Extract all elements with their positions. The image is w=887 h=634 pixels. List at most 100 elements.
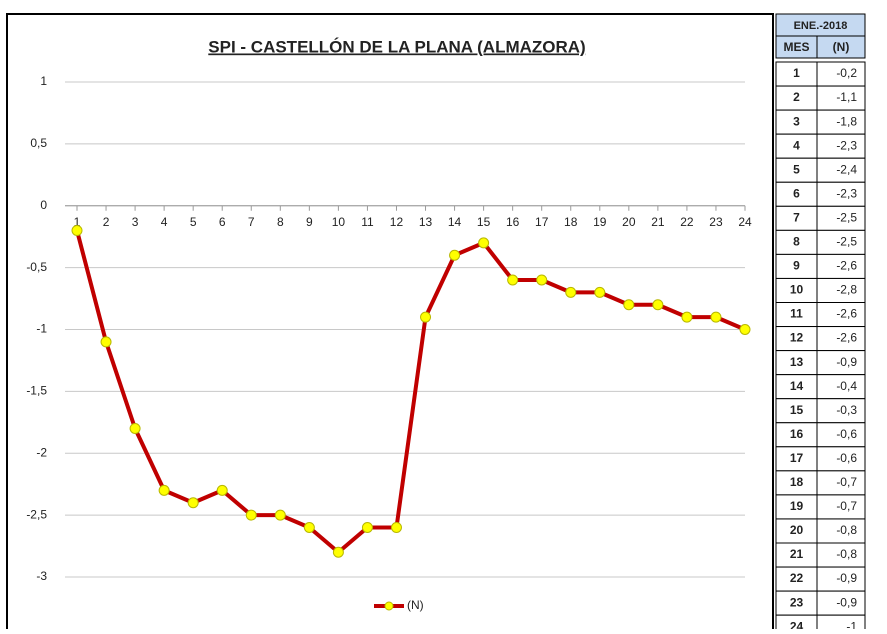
cell-month: 24 <box>790 619 804 629</box>
cell-value: -0,9 <box>836 355 857 369</box>
x-tick-label: 12 <box>390 215 404 229</box>
x-tick-label: 3 <box>132 215 139 229</box>
x-tick-label: 5 <box>190 215 197 229</box>
table: ENE.-2018 MES (N) 1 -0,2 2 -1,1 3 -1,8 4 -2,3 5 -2,4… <box>775 13 866 634</box>
y-tick-label: 0,5 <box>30 136 47 150</box>
table-cell <box>775 229 818 255</box>
cell-value: -2,6 <box>836 307 857 321</box>
cell-value: -2,6 <box>836 259 857 273</box>
table-cell <box>816 350 866 376</box>
x-tick-label: 1 <box>74 215 81 229</box>
marker <box>507 274 519 286</box>
cell-month: 17 <box>790 451 804 465</box>
table-cell <box>816 133 866 159</box>
table-cell <box>816 422 866 448</box>
table-cell <box>816 181 866 207</box>
cell-month: 7 <box>793 210 800 224</box>
cell-month: 14 <box>790 379 804 393</box>
y-tick-label: -1,5 <box>26 384 47 398</box>
cell-month: 21 <box>790 547 804 561</box>
cell-month: 12 <box>790 331 804 345</box>
cell-value: -0,4 <box>836 379 857 393</box>
y-tick-label: -0,5 <box>26 260 47 274</box>
marker <box>216 484 228 496</box>
x-tick-label: 18 <box>564 215 578 229</box>
cell-value: -0,8 <box>836 547 857 561</box>
cell-month: 22 <box>790 571 804 585</box>
cell-month: 9 <box>793 259 800 273</box>
x-tick-label: 19 <box>593 215 607 229</box>
cell-month: 6 <box>793 186 800 200</box>
table-cell <box>816 470 866 496</box>
cell-month: 19 <box>790 499 804 513</box>
cell-value: -2,3 <box>836 186 857 200</box>
x-tick-label: 22 <box>680 215 694 229</box>
cell-value: -1,1 <box>836 90 857 104</box>
marker <box>390 522 402 533</box>
marker <box>303 522 315 533</box>
table-cell <box>816 446 866 472</box>
x-tick-label: 13 <box>419 215 433 229</box>
legend-label: (N) <box>407 598 424 612</box>
y-tick-label: -2 <box>36 445 47 459</box>
x-tick-label: 9 <box>306 215 313 229</box>
cell-value: -0,2 <box>836 66 857 80</box>
column-header-cell <box>816 35 866 59</box>
cell-value: -0,8 <box>836 523 857 537</box>
marker <box>274 509 286 521</box>
x-tick-label: 10 <box>332 215 346 229</box>
cell-month: 13 <box>790 355 804 369</box>
cell-month: 15 <box>790 403 804 417</box>
cell-value: -2,3 <box>836 138 857 152</box>
y-tick-label: -1 <box>36 322 47 336</box>
table-cell <box>816 302 866 328</box>
marker <box>710 311 722 323</box>
cell-month: 3 <box>793 114 800 128</box>
cell-value: -1 <box>846 619 857 629</box>
cell-value: -0,6 <box>836 427 857 441</box>
marker <box>100 336 112 348</box>
marker <box>71 225 83 236</box>
table-cell <box>816 229 866 255</box>
marker <box>623 299 635 311</box>
marker <box>332 546 344 558</box>
marker <box>245 509 257 521</box>
y-tick-label: -3 <box>36 569 47 583</box>
marker <box>478 237 490 249</box>
table-cell <box>816 494 866 520</box>
marker <box>739 324 751 335</box>
cell-value: -2,5 <box>836 235 857 249</box>
cell-month: 20 <box>790 523 804 537</box>
table-cell <box>775 253 818 279</box>
x-tick-label: 7 <box>248 215 255 229</box>
table-cell <box>775 205 818 231</box>
x-tick-label: 24 <box>738 215 752 229</box>
cell-value: -2,4 <box>836 162 857 176</box>
x-tick-label: 23 <box>709 215 723 229</box>
table-cell <box>816 253 866 279</box>
column-header: MES <box>783 40 809 54</box>
cell-value: -0,9 <box>836 571 857 585</box>
table-cell <box>816 374 866 400</box>
y-tick-label: -2,5 <box>26 507 47 521</box>
legend-marker <box>384 601 394 611</box>
table-cell <box>816 326 866 352</box>
table-cell <box>775 446 818 472</box>
cell-month: 4 <box>793 138 800 152</box>
x-tick-label: 4 <box>161 215 168 229</box>
x-tick-label: 2 <box>103 215 110 229</box>
marker <box>420 311 432 323</box>
x-tick-label: 17 <box>535 215 549 229</box>
cell-value: -0,7 <box>836 475 857 489</box>
table-cell <box>775 133 818 159</box>
cell-value: -2,6 <box>836 331 857 345</box>
cell-month: 23 <box>790 595 804 609</box>
marker <box>158 484 170 496</box>
cell-value: -0,9 <box>836 595 857 609</box>
x-tick-label: 21 <box>651 215 665 229</box>
marker <box>449 249 461 261</box>
column-header: (N) <box>833 40 850 54</box>
x-tick-label: 16 <box>506 215 520 229</box>
cell-value: -0,7 <box>836 499 857 513</box>
